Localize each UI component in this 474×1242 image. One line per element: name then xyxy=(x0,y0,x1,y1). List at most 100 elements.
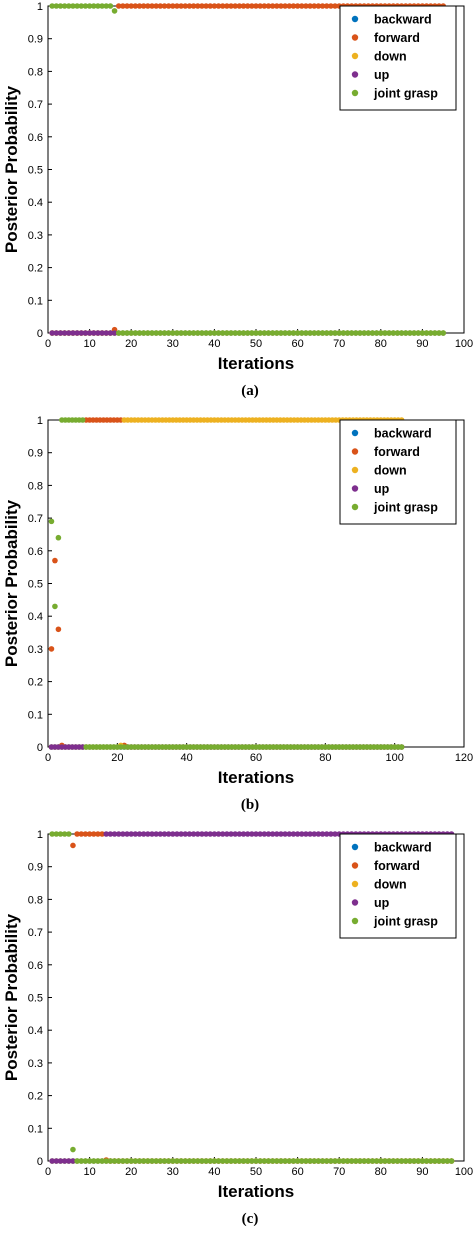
data-point xyxy=(124,1158,130,1164)
data-point xyxy=(240,3,247,9)
data-point xyxy=(194,330,201,336)
data-point xyxy=(128,831,134,837)
y-tick-label: 1 xyxy=(37,829,43,841)
data-point xyxy=(357,330,363,336)
data-point xyxy=(57,330,64,336)
data-point xyxy=(249,1158,255,1164)
data-point xyxy=(369,1158,376,1164)
data-point xyxy=(215,831,222,837)
series-joint-grasp xyxy=(49,3,447,336)
y-tick-label: 0.6 xyxy=(28,960,43,972)
data-point xyxy=(53,330,60,336)
data-point xyxy=(66,3,72,9)
data-point xyxy=(103,3,110,9)
data-point xyxy=(240,1158,247,1164)
data-point xyxy=(419,1158,426,1164)
data-point xyxy=(228,330,234,336)
y-tick-label: 0.3 xyxy=(28,644,43,656)
data-point xyxy=(340,1158,347,1164)
data-point xyxy=(70,3,76,9)
data-point xyxy=(103,831,110,837)
data-point xyxy=(265,1158,272,1164)
data-point xyxy=(124,831,130,837)
data-point xyxy=(132,3,139,9)
x-tick-label: 90 xyxy=(416,1166,428,1178)
legend-label: up xyxy=(374,896,390,910)
data-point xyxy=(140,831,147,837)
data-point xyxy=(153,3,159,9)
data-point xyxy=(444,1158,451,1164)
data-point xyxy=(165,1158,172,1164)
data-point xyxy=(74,3,80,9)
data-point xyxy=(219,1158,226,1164)
data-point xyxy=(323,1158,330,1164)
data-point xyxy=(232,330,238,336)
data-point xyxy=(348,1158,355,1164)
data-point xyxy=(99,831,105,837)
data-point xyxy=(415,330,422,336)
data-point xyxy=(194,3,201,9)
data-point xyxy=(57,831,64,837)
data-point xyxy=(145,330,151,336)
data-point xyxy=(290,3,297,9)
y-tick-label: 0.7 xyxy=(28,99,43,111)
data-point xyxy=(186,3,193,9)
data-point xyxy=(261,831,268,837)
legend-marker xyxy=(351,917,359,925)
x-tick-label: 100 xyxy=(455,338,473,350)
figure-a: 0 10 20 30 40 50 60 70 80 90 100 0 0.1 0.2 0.3 0.4 0.5 0.… xyxy=(0,0,474,414)
data-point xyxy=(124,3,130,9)
legend-label: joint grasp xyxy=(373,87,438,101)
series-up xyxy=(49,831,455,1164)
legend-label: backward xyxy=(374,841,432,855)
data-point xyxy=(394,330,401,336)
data-point xyxy=(294,3,301,9)
data-point xyxy=(265,831,272,837)
data-point xyxy=(170,3,176,9)
x-axis-label: Iterations xyxy=(218,768,295,787)
data-point xyxy=(307,3,313,9)
x-axis-label: Iterations xyxy=(218,1182,295,1201)
data-point xyxy=(307,831,313,837)
data-point xyxy=(49,330,55,336)
y-tick-label: 0.4 xyxy=(28,611,43,623)
data-point xyxy=(411,1158,417,1164)
data-point xyxy=(115,3,122,9)
data-point xyxy=(236,831,243,837)
data-point xyxy=(253,1158,259,1164)
data-point xyxy=(115,330,122,336)
data-point xyxy=(153,831,159,837)
x-tick-label: 30 xyxy=(167,1166,179,1178)
data-point xyxy=(236,3,243,9)
data-point xyxy=(373,1158,380,1164)
y-tick-label: 0.7 xyxy=(28,927,43,939)
data-point xyxy=(257,1158,263,1164)
legend-box xyxy=(339,5,457,111)
data-point xyxy=(340,330,347,336)
data-point xyxy=(211,831,218,837)
data-point xyxy=(136,831,143,837)
data-point xyxy=(219,831,226,837)
y-tick-label: 0.1 xyxy=(28,295,43,307)
data-point xyxy=(236,1158,243,1164)
data-point xyxy=(290,330,297,336)
data-point xyxy=(90,831,97,837)
data-point xyxy=(52,557,58,564)
data-point xyxy=(224,330,230,336)
data-point xyxy=(79,417,86,423)
data-point xyxy=(274,3,280,9)
data-point xyxy=(361,330,367,336)
data-point xyxy=(269,1158,276,1164)
data-point xyxy=(298,3,305,9)
legend-label: up xyxy=(374,482,390,496)
data-point xyxy=(120,1158,126,1164)
data-point xyxy=(323,3,330,9)
data-point xyxy=(161,330,168,336)
data-point xyxy=(357,1158,363,1164)
data-point xyxy=(149,3,155,9)
data-point xyxy=(203,1158,209,1164)
data-point xyxy=(149,330,155,336)
figure-b: 0 20 40 60 80 100 120 0 0.1 0.2 0.3 0.4 0.5 0.6 0.7 0.8… xyxy=(0,414,474,828)
data-point xyxy=(194,831,201,837)
data-point xyxy=(265,3,272,9)
